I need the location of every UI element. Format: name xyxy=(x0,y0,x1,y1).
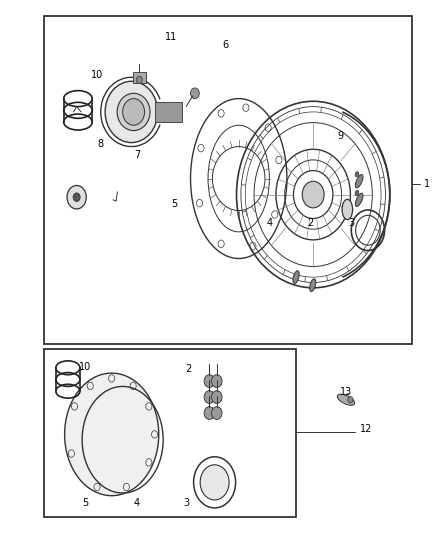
Text: 7: 7 xyxy=(134,150,141,160)
Ellipse shape xyxy=(337,394,355,405)
Text: 5: 5 xyxy=(171,199,177,209)
Text: 11: 11 xyxy=(165,33,177,42)
Bar xyxy=(155,102,182,122)
Circle shape xyxy=(204,407,215,419)
Circle shape xyxy=(302,181,324,208)
Bar xyxy=(44,349,296,517)
Circle shape xyxy=(204,375,215,387)
Circle shape xyxy=(212,375,222,387)
Ellipse shape xyxy=(117,93,150,131)
Circle shape xyxy=(123,99,145,125)
Ellipse shape xyxy=(355,172,359,177)
Text: 2: 2 xyxy=(307,217,314,228)
Circle shape xyxy=(200,465,229,500)
Text: 2: 2 xyxy=(185,364,192,374)
Circle shape xyxy=(73,193,80,201)
Ellipse shape xyxy=(355,175,363,188)
Bar xyxy=(133,72,146,83)
Ellipse shape xyxy=(293,271,299,284)
Text: 10: 10 xyxy=(79,362,92,372)
Ellipse shape xyxy=(105,82,158,142)
Ellipse shape xyxy=(355,190,359,196)
Text: 6: 6 xyxy=(223,41,229,51)
Circle shape xyxy=(212,407,222,419)
Text: 3: 3 xyxy=(348,217,354,228)
Text: 3: 3 xyxy=(183,498,189,508)
Ellipse shape xyxy=(310,279,316,292)
Circle shape xyxy=(191,88,199,99)
Text: 1: 1 xyxy=(424,179,430,189)
Circle shape xyxy=(212,391,222,403)
Circle shape xyxy=(348,397,353,403)
Text: 10: 10 xyxy=(91,70,103,80)
Text: 9: 9 xyxy=(337,131,343,141)
Text: 4: 4 xyxy=(267,217,273,228)
Text: 12: 12 xyxy=(360,424,372,434)
Text: 8: 8 xyxy=(98,139,104,149)
Circle shape xyxy=(204,391,215,403)
Text: 5: 5 xyxy=(82,498,88,508)
Circle shape xyxy=(136,76,142,84)
Circle shape xyxy=(67,185,86,209)
Bar xyxy=(44,16,412,344)
Ellipse shape xyxy=(355,193,363,206)
Ellipse shape xyxy=(64,373,159,496)
Ellipse shape xyxy=(342,199,353,220)
Text: 13: 13 xyxy=(340,387,352,397)
Text: 4: 4 xyxy=(134,498,140,508)
